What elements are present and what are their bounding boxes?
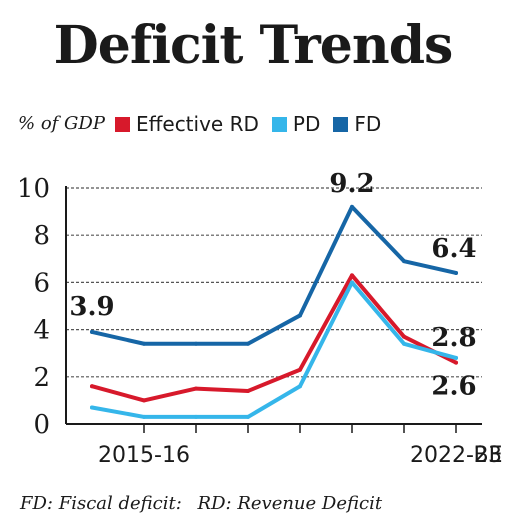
data-point-pd-0 [90, 405, 94, 410]
series-line-fd [90, 204, 458, 346]
data-point-fd-4 [298, 313, 302, 318]
x-tick-label-2015-16: 2015-16 [98, 443, 190, 468]
legend-label-pd: PD [292, 112, 321, 136]
data-point-effective-rd-5 [350, 273, 354, 278]
legend-label-fd: FD [354, 112, 382, 136]
y-tick-label-0: 0 [33, 410, 50, 440]
data-point-fd-7 [454, 270, 458, 275]
unit-label: % of GDP [18, 113, 105, 134]
y-tick-label-10: 10 [17, 174, 50, 204]
series-line-pd [90, 280, 458, 419]
data-label-6-4: 6.4 [431, 234, 476, 264]
data-point-pd-7 [454, 355, 458, 360]
footnote-rd: RD: Revenue Deficit [197, 493, 383, 514]
data-point-effective-rd-6 [402, 334, 406, 339]
footnote-fd: FD: Fiscal deficit: [20, 493, 182, 514]
data-point-pd-2 [194, 414, 198, 419]
data-label-9-2: 9.2 [329, 169, 374, 199]
data-point-fd-0 [90, 329, 94, 334]
y-tick-label-4: 4 [33, 316, 50, 346]
chart-title: Deficit Trends [53, 15, 454, 76]
data-point-pd-1 [142, 414, 146, 419]
data-point-fd-3 [246, 341, 250, 346]
data-point-effective-rd-1 [142, 398, 146, 403]
x-tick-label-2022-23: 2022-23 [410, 443, 502, 468]
data-point-pd-3 [246, 414, 250, 419]
data-point-effective-rd-3 [246, 388, 250, 393]
data-point-effective-rd-7 [454, 360, 458, 365]
data-point-pd-6 [402, 341, 406, 346]
data-point-pd-5 [350, 280, 354, 285]
legend-swatch-effective-rd [114, 116, 130, 132]
data-point-fd-6 [402, 259, 406, 264]
data-point-fd-5 [350, 204, 354, 209]
data-label-2-6: 2.6 [431, 372, 476, 402]
legend-swatch-pd [271, 116, 287, 132]
series-line-effective-rd [90, 273, 458, 403]
y-tick-label-8: 8 [33, 221, 50, 251]
x-tick-label-be: BE [474, 443, 503, 468]
data-point-effective-rd-2 [194, 386, 198, 391]
legend-label-effective-rd: Effective RD [135, 112, 259, 136]
data-point-effective-rd-0 [90, 384, 94, 389]
legend-swatch-fd [333, 116, 349, 132]
legend-item-effective-rd: Effective RD [114, 110, 259, 138]
data-point-fd-2 [194, 341, 198, 346]
data-label-3-9: 3.9 [69, 292, 114, 322]
legend-item-pd: PD [271, 110, 321, 138]
legend-item-fd: FD [333, 110, 381, 138]
legend: % of GDP Effective RD PD FD [18, 110, 394, 138]
data-point-pd-4 [298, 384, 302, 389]
data-label-2-8: 2.8 [431, 323, 476, 353]
footnote: FD: Fiscal deficit: RD: Revenue Deficit [20, 493, 392, 514]
y-tick-label-2: 2 [33, 363, 50, 393]
data-point-fd-1 [142, 341, 146, 346]
data-point-effective-rd-4 [298, 367, 302, 372]
y-tick-label-6: 6 [33, 268, 50, 298]
